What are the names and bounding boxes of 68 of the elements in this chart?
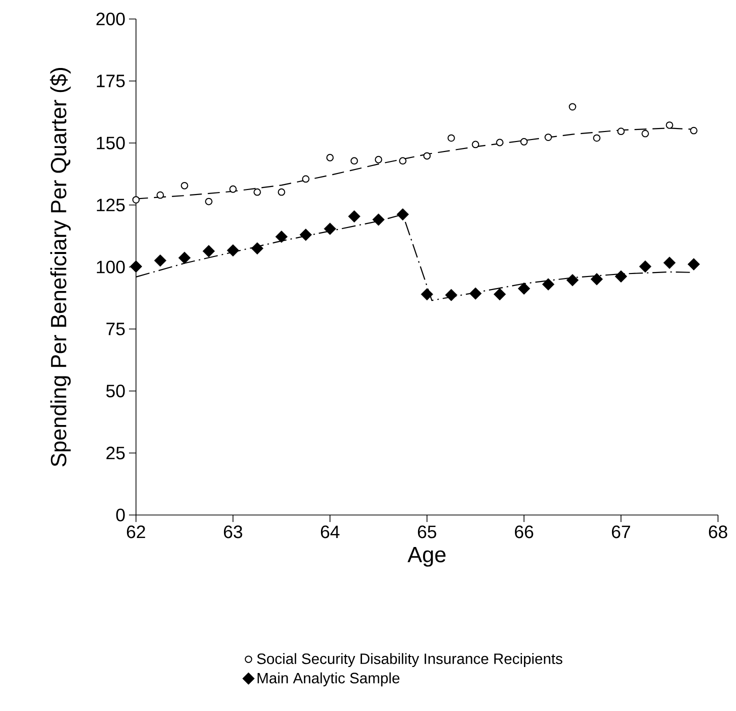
point — [180, 182, 188, 190]
point — [275, 230, 288, 243]
point — [542, 278, 554, 290]
point — [156, 191, 164, 199]
point — [469, 287, 482, 300]
legend-label: Social Security Disability Insurance Recipients — [257, 653, 562, 668]
point — [350, 157, 358, 165]
point — [202, 244, 215, 258]
y-tick-label: 100 — [96, 260, 125, 274]
point — [251, 242, 264, 255]
point — [494, 288, 506, 300]
x-tick-label: 66 — [514, 526, 534, 538]
point — [520, 138, 528, 146]
point — [642, 130, 649, 138]
point — [496, 138, 504, 146]
point — [593, 134, 600, 142]
x-tick-label: 68 — [708, 526, 728, 538]
point — [278, 188, 286, 196]
point — [374, 156, 382, 164]
point — [566, 274, 579, 286]
point — [688, 258, 700, 270]
point — [302, 175, 310, 183]
x-tick-label: 64 — [320, 526, 340, 538]
y-tick-label: 75 — [106, 322, 125, 336]
point — [518, 282, 530, 295]
y-axis-title: Spending Per Beneficiary Per Quarter ($) — [50, 68, 71, 466]
point — [254, 188, 261, 196]
x-tick-label: 65 — [418, 526, 436, 538]
point — [590, 273, 603, 286]
point — [226, 244, 240, 257]
y-tick-label: 25 — [106, 446, 125, 460]
x-tick-label: 63 — [224, 526, 242, 538]
legend-label: Main Analytic Sample — [258, 672, 400, 686]
x-axis-title: Age — [408, 547, 446, 567]
point — [568, 103, 576, 110]
point — [396, 208, 409, 221]
point — [472, 140, 480, 148]
point — [154, 254, 166, 267]
point — [690, 126, 698, 134]
y-tick-label: 200 — [96, 12, 125, 26]
point — [617, 128, 625, 136]
point — [326, 154, 334, 162]
point — [420, 288, 434, 300]
y-tick-label: 175 — [96, 74, 125, 88]
point — [130, 260, 142, 273]
point — [445, 288, 458, 302]
y-tick-label: 150 — [96, 136, 125, 150]
point — [324, 222, 336, 235]
y-tick-label: 0 — [116, 508, 125, 522]
point — [205, 198, 212, 206]
point — [399, 157, 406, 165]
point — [639, 260, 652, 273]
point — [666, 121, 674, 129]
point — [544, 134, 552, 141]
point — [132, 196, 140, 204]
point — [178, 252, 191, 264]
y-tick-label: 50 — [106, 384, 125, 398]
point — [229, 185, 237, 193]
point — [372, 213, 385, 226]
point — [300, 228, 312, 241]
point — [448, 134, 455, 142]
x-tick-label: 67 — [612, 526, 630, 538]
point — [663, 256, 676, 269]
point — [614, 270, 628, 283]
x-tick-label: 62 — [126, 526, 146, 538]
point — [423, 152, 431, 160]
point — [348, 210, 360, 223]
y-tick-label: 125 — [96, 198, 125, 212]
